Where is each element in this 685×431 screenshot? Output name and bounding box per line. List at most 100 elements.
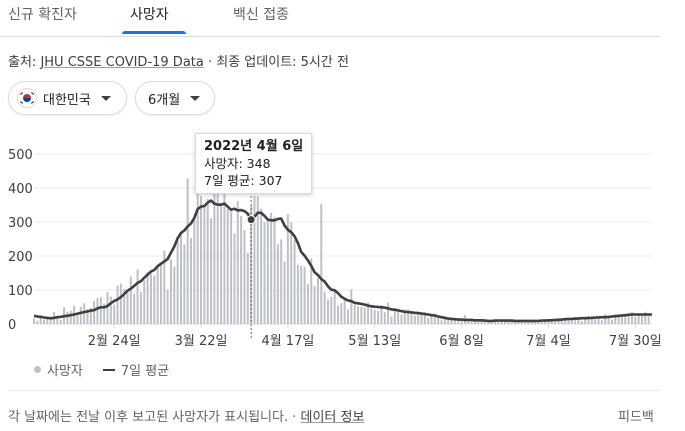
bar	[367, 302, 370, 324]
bar	[537, 320, 540, 324]
bar	[470, 320, 473, 324]
bar	[133, 293, 136, 324]
source-prefix: 출처:	[8, 55, 41, 70]
bar	[260, 208, 263, 324]
bar	[280, 239, 283, 324]
bar	[333, 289, 336, 324]
bar	[163, 250, 166, 324]
bar	[640, 315, 643, 324]
bar	[296, 264, 299, 324]
bar	[39, 315, 42, 324]
bar	[423, 312, 426, 324]
bar	[604, 314, 607, 324]
bar	[644, 311, 647, 324]
bar	[240, 215, 243, 324]
tab-vaccination[interactable]: 백신 접종	[233, 7, 289, 23]
bar	[79, 306, 82, 324]
bar	[427, 317, 430, 324]
bar	[173, 266, 176, 324]
bar	[353, 304, 356, 324]
bar	[530, 320, 533, 324]
tab-bar: 신규 확진자 사망자 백신 접종	[0, 0, 660, 37]
bar	[393, 309, 396, 324]
bar	[520, 321, 523, 324]
range-select[interactable]: 6개월	[135, 81, 215, 115]
bar	[483, 321, 486, 324]
bar	[326, 299, 329, 324]
y-tick-label: 0	[8, 318, 16, 333]
bar	[293, 240, 296, 324]
bar	[233, 233, 236, 324]
bar	[377, 310, 380, 324]
bar	[86, 309, 89, 324]
bar	[193, 217, 196, 324]
x-tick-label: 3월 22일	[175, 334, 228, 349]
bar	[210, 218, 213, 324]
bar	[380, 305, 383, 324]
tab-new-cases[interactable]: 신규 확진자	[8, 7, 77, 23]
source-line: 출처: JHU CSSE COVID-19 Data · 최종 업데이트: 5시…	[8, 51, 349, 70]
bar	[176, 237, 179, 324]
bar	[310, 258, 313, 324]
y-tick-label: 200	[8, 250, 33, 265]
chevron-down-icon	[100, 95, 111, 101]
bar	[190, 237, 193, 324]
bar	[480, 319, 483, 324]
bar	[213, 177, 216, 324]
bar	[300, 265, 303, 324]
source-link[interactable]: JHU CSSE COVID-19 Data	[40, 55, 204, 70]
bar	[540, 321, 543, 324]
chevron-down-icon	[190, 95, 201, 101]
bar	[32, 318, 36, 324]
average-line	[33, 199, 652, 323]
bar	[587, 316, 590, 324]
bar	[550, 319, 553, 324]
x-tick-label: 5월 13일	[348, 334, 401, 349]
bar	[343, 298, 346, 324]
bar	[320, 203, 323, 324]
bar	[113, 304, 116, 324]
bar	[153, 275, 156, 324]
bar	[223, 189, 226, 324]
bar	[56, 317, 59, 324]
bar	[196, 192, 199, 324]
x-tick-label: 4월 17일	[261, 334, 314, 349]
x-tick-label: 7월 30일	[609, 334, 662, 349]
feedback-link[interactable]: 피드백	[618, 410, 654, 425]
line-legend-swatch	[102, 368, 115, 371]
bar	[340, 303, 343, 324]
bar	[430, 313, 433, 324]
bar	[83, 303, 86, 324]
bar	[490, 321, 493, 324]
bar	[493, 319, 496, 324]
update-time: · 최종 업데이트: 5시간 전	[203, 55, 349, 70]
tooltip-date: 2022년 4월 6일	[204, 139, 304, 154]
deaths-chart[interactable]: 0 100 200 300 400 500 2월 24일 3월 22일 4월 17일 5월 13일…	[0, 130, 685, 352]
bar	[507, 320, 510, 324]
y-tick-label: 400	[8, 182, 33, 197]
bar	[123, 288, 126, 324]
bar	[413, 315, 416, 324]
bar	[159, 263, 162, 324]
highlight-point	[246, 215, 256, 225]
bar	[447, 317, 450, 324]
bar	[203, 206, 206, 324]
data-info-link[interactable]: 데이터 정보	[300, 410, 365, 425]
bar	[390, 316, 393, 324]
bar	[574, 318, 577, 324]
bar	[226, 208, 229, 324]
bar	[43, 319, 46, 324]
y-tick-label: 500	[8, 148, 33, 163]
country-select[interactable]: 대한민국	[8, 81, 127, 115]
bar	[156, 264, 159, 324]
bar	[487, 320, 490, 324]
bar	[36, 320, 39, 324]
korea-flag-icon	[17, 88, 37, 108]
bar	[143, 280, 146, 324]
chart-legend: 사망자 7일 평균	[34, 360, 169, 379]
bar	[477, 319, 480, 324]
bar	[66, 311, 69, 324]
footer-note: 각 날짜에는 전날 이후 보고된 사망자가 표시됩니다. · 데이터 정보	[8, 406, 364, 425]
tab-deaths[interactable]: 사망자	[130, 7, 169, 23]
bar	[420, 314, 423, 324]
